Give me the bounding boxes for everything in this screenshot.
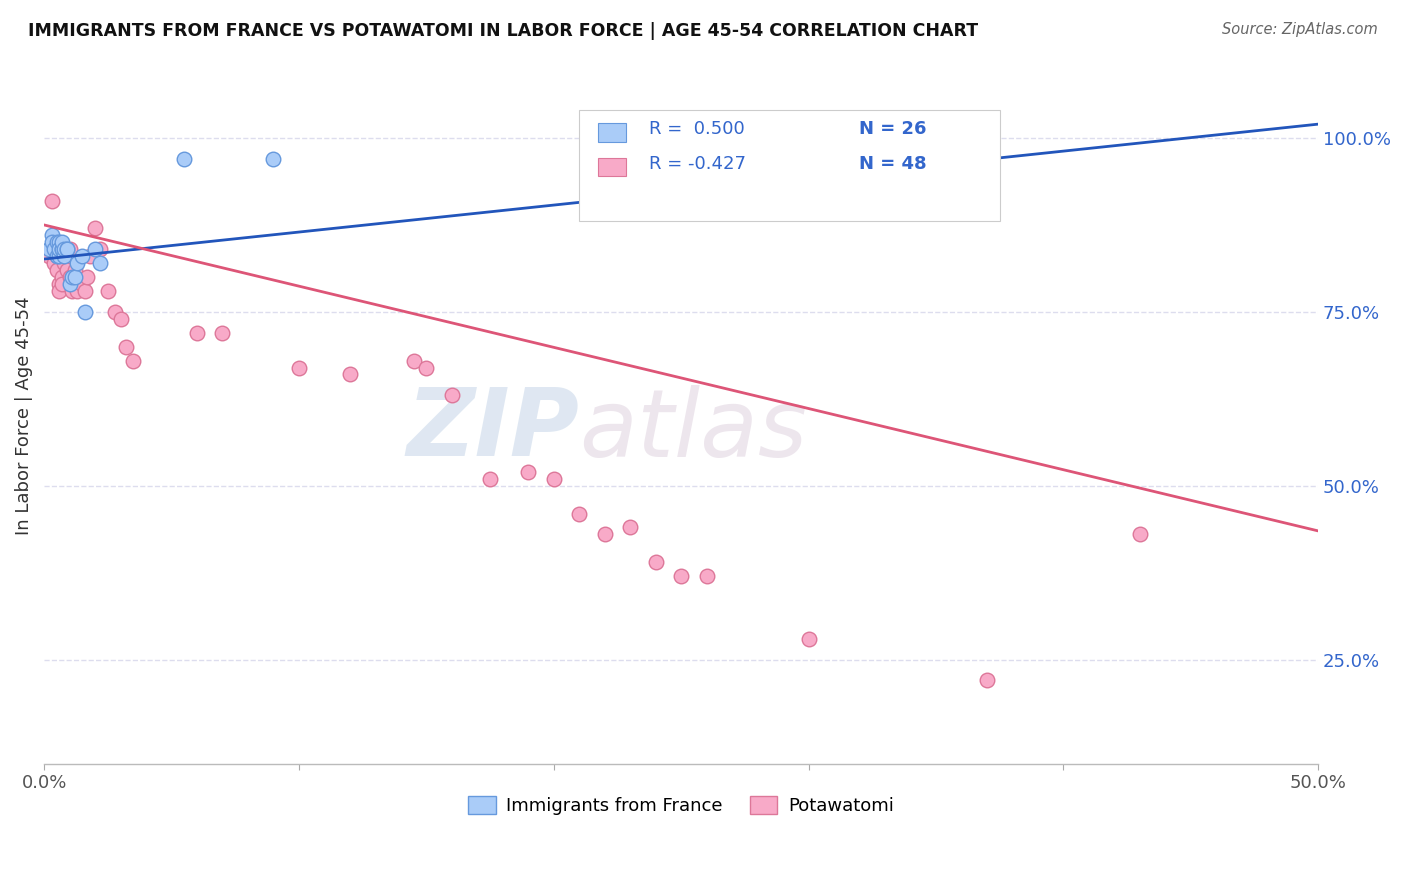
Point <box>51 242 73 256</box>
Point <box>44 256 66 270</box>
Point <box>593 527 616 541</box>
Point <box>173 152 195 166</box>
Point <box>72 277 94 291</box>
Point <box>211 326 233 340</box>
Point <box>262 152 284 166</box>
Point <box>543 472 565 486</box>
Point <box>288 360 311 375</box>
Point <box>56 242 79 256</box>
Point <box>38 242 60 256</box>
Point <box>45 263 67 277</box>
Point <box>51 277 73 291</box>
Point <box>84 242 107 256</box>
Point <box>53 242 76 256</box>
Point <box>976 673 998 688</box>
Point <box>41 228 63 243</box>
Text: R =  0.500: R = 0.500 <box>650 120 745 138</box>
Point <box>415 360 437 375</box>
Point <box>84 221 107 235</box>
Point <box>45 249 67 263</box>
FancyBboxPatch shape <box>599 123 626 142</box>
Point <box>104 305 127 319</box>
Point <box>797 632 820 646</box>
Point <box>1129 527 1152 541</box>
Point <box>669 569 692 583</box>
Point <box>479 472 502 486</box>
Point <box>41 235 63 250</box>
Point <box>73 284 96 298</box>
Text: atlas: atlas <box>579 384 807 475</box>
Point <box>89 256 111 270</box>
Point <box>51 235 73 250</box>
Point <box>72 249 94 263</box>
Point <box>339 368 361 382</box>
Point <box>41 194 63 208</box>
Text: Source: ZipAtlas.com: Source: ZipAtlas.com <box>1222 22 1378 37</box>
Point <box>122 353 145 368</box>
Point <box>66 284 89 298</box>
Point <box>53 256 76 270</box>
Point <box>56 263 79 277</box>
Point <box>79 249 101 263</box>
Point <box>51 270 73 285</box>
Point <box>45 235 67 250</box>
Point <box>186 326 208 340</box>
Point <box>48 277 70 291</box>
Point <box>63 270 86 285</box>
Point <box>568 507 591 521</box>
Point <box>73 305 96 319</box>
Point <box>76 270 98 285</box>
Text: N = 48: N = 48 <box>859 155 927 173</box>
Point <box>402 353 425 368</box>
Point <box>58 242 80 256</box>
Point <box>440 388 463 402</box>
Point <box>38 249 60 263</box>
Point <box>63 263 86 277</box>
Text: ZIP: ZIP <box>406 384 579 476</box>
FancyBboxPatch shape <box>599 158 626 177</box>
Point <box>51 242 73 256</box>
Point <box>45 249 67 263</box>
Legend: Immigrants from France, Potawatomi: Immigrants from France, Potawatomi <box>460 787 903 824</box>
Point <box>56 242 79 256</box>
Point <box>44 242 66 256</box>
Point <box>48 249 70 263</box>
Point <box>696 569 718 583</box>
Text: IMMIGRANTS FROM FRANCE VS POTAWATOMI IN LABOR FORCE | AGE 45-54 CORRELATION CHAR: IMMIGRANTS FROM FRANCE VS POTAWATOMI IN … <box>28 22 979 40</box>
Point <box>48 235 70 250</box>
Point <box>60 270 83 285</box>
FancyBboxPatch shape <box>579 111 1000 221</box>
Point <box>44 242 66 256</box>
Point <box>48 284 70 298</box>
Point <box>89 242 111 256</box>
Point <box>619 520 641 534</box>
Point <box>97 284 120 298</box>
Point <box>60 284 83 298</box>
Point <box>48 242 70 256</box>
Text: N = 26: N = 26 <box>859 120 927 138</box>
Point <box>60 270 83 285</box>
Text: R = -0.427: R = -0.427 <box>650 155 747 173</box>
Point <box>58 270 80 285</box>
Point <box>110 311 132 326</box>
Y-axis label: In Labor Force | Age 45-54: In Labor Force | Age 45-54 <box>15 297 32 535</box>
Point <box>66 256 89 270</box>
Point <box>58 277 80 291</box>
Point <box>644 555 666 569</box>
Point <box>114 340 136 354</box>
Point <box>517 465 540 479</box>
Point <box>53 249 76 263</box>
